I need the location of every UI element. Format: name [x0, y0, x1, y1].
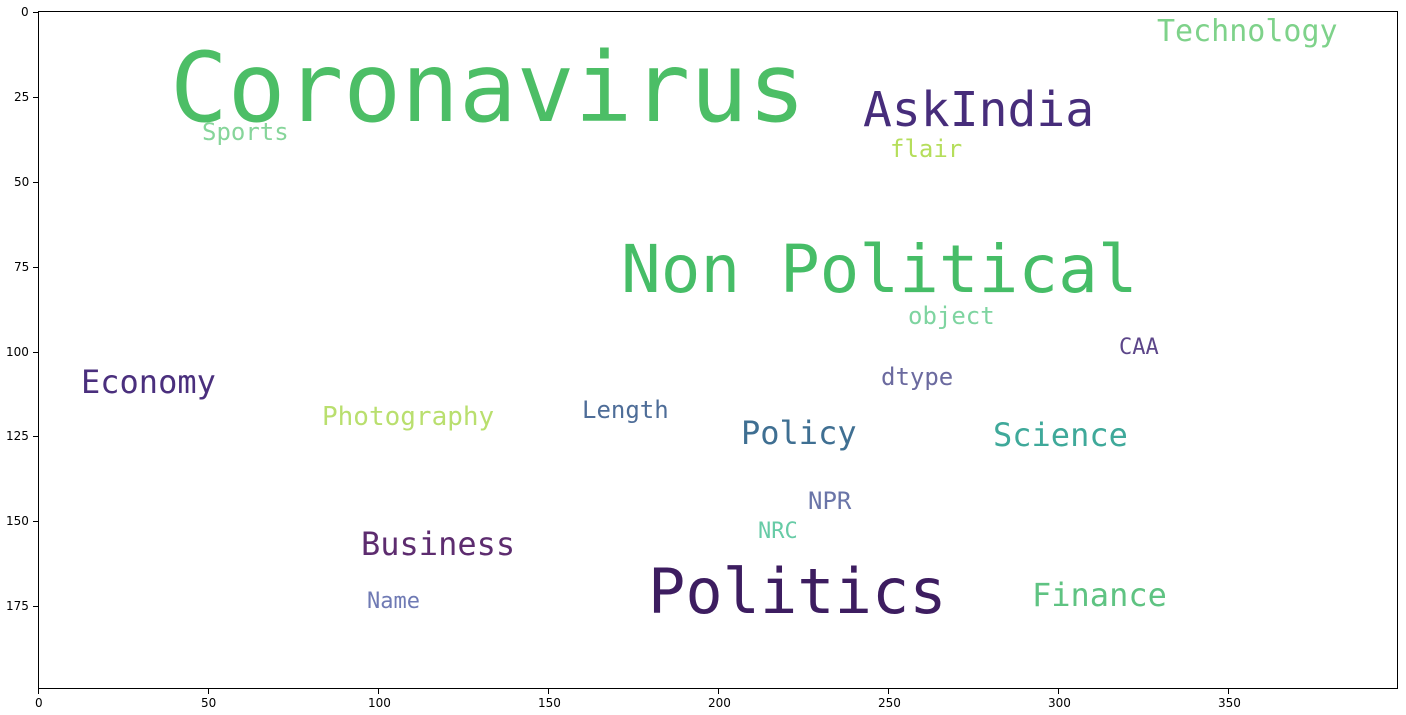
word-sports: Sports — [202, 118, 289, 146]
word-politics: Politics — [648, 555, 947, 628]
x-tick-mark — [548, 689, 549, 694]
word-dtype: dtype — [881, 363, 954, 391]
y-tick-mark — [33, 12, 38, 13]
x-tick-mark — [718, 689, 719, 694]
y-tick-label: 75 — [14, 260, 30, 274]
x-tick-label: 50 — [201, 696, 217, 710]
word-npr: NPR — [808, 487, 852, 515]
word-coronavirus: Coronavirus — [170, 32, 806, 144]
y-tick-label: 175 — [6, 599, 29, 613]
y-tick-label: 100 — [6, 345, 29, 359]
x-tick-label: 150 — [538, 696, 561, 710]
y-tick-label: 125 — [6, 429, 29, 443]
y-tick-mark — [33, 182, 38, 183]
y-tick-mark — [33, 97, 38, 98]
x-tick-mark — [208, 689, 209, 694]
word-science: Science — [993, 416, 1128, 454]
word-policy: Policy — [741, 414, 857, 452]
word-caa: CAA — [1119, 335, 1159, 360]
word-business: Business — [361, 525, 516, 563]
x-tick-label: 300 — [1048, 696, 1071, 710]
y-tick-label: 25 — [14, 90, 30, 104]
word-name: Name — [367, 589, 420, 614]
x-tick-mark — [888, 689, 889, 694]
word-finance: Finance — [1032, 576, 1167, 614]
word-length: Length — [582, 396, 669, 424]
y-tick-label: 50 — [14, 175, 30, 189]
word-askindia: AskIndia — [863, 82, 1095, 138]
word-flair: flair — [890, 135, 963, 163]
word-object: object — [908, 302, 995, 330]
x-tick-mark — [1058, 689, 1059, 694]
word-non-political: Non Political — [621, 231, 1138, 308]
x-tick-mark — [378, 689, 379, 694]
x-tick-label: 100 — [368, 696, 391, 710]
word-technology: Technology — [1157, 14, 1338, 49]
x-tick-label: 0 — [35, 696, 43, 710]
word-nrc: NRC — [758, 519, 798, 544]
y-tick-mark — [33, 267, 38, 268]
wordcloud-plot-area: Coronavirus Technology AskIndia Sports f… — [38, 11, 1398, 689]
x-tick-label: 250 — [878, 696, 901, 710]
y-tick-mark — [33, 436, 38, 437]
word-economy: Economy — [81, 363, 216, 401]
x-tick-label: 200 — [708, 696, 731, 710]
y-tick-label: 150 — [6, 514, 29, 528]
word-photography: Photography — [322, 402, 495, 432]
y-tick-label: 0 — [21, 5, 29, 19]
y-tick-mark — [33, 606, 38, 607]
y-tick-mark — [33, 521, 38, 522]
y-tick-mark — [33, 352, 38, 353]
x-tick-label: 350 — [1218, 696, 1241, 710]
x-tick-mark — [1228, 689, 1229, 694]
x-tick-mark — [38, 689, 39, 694]
